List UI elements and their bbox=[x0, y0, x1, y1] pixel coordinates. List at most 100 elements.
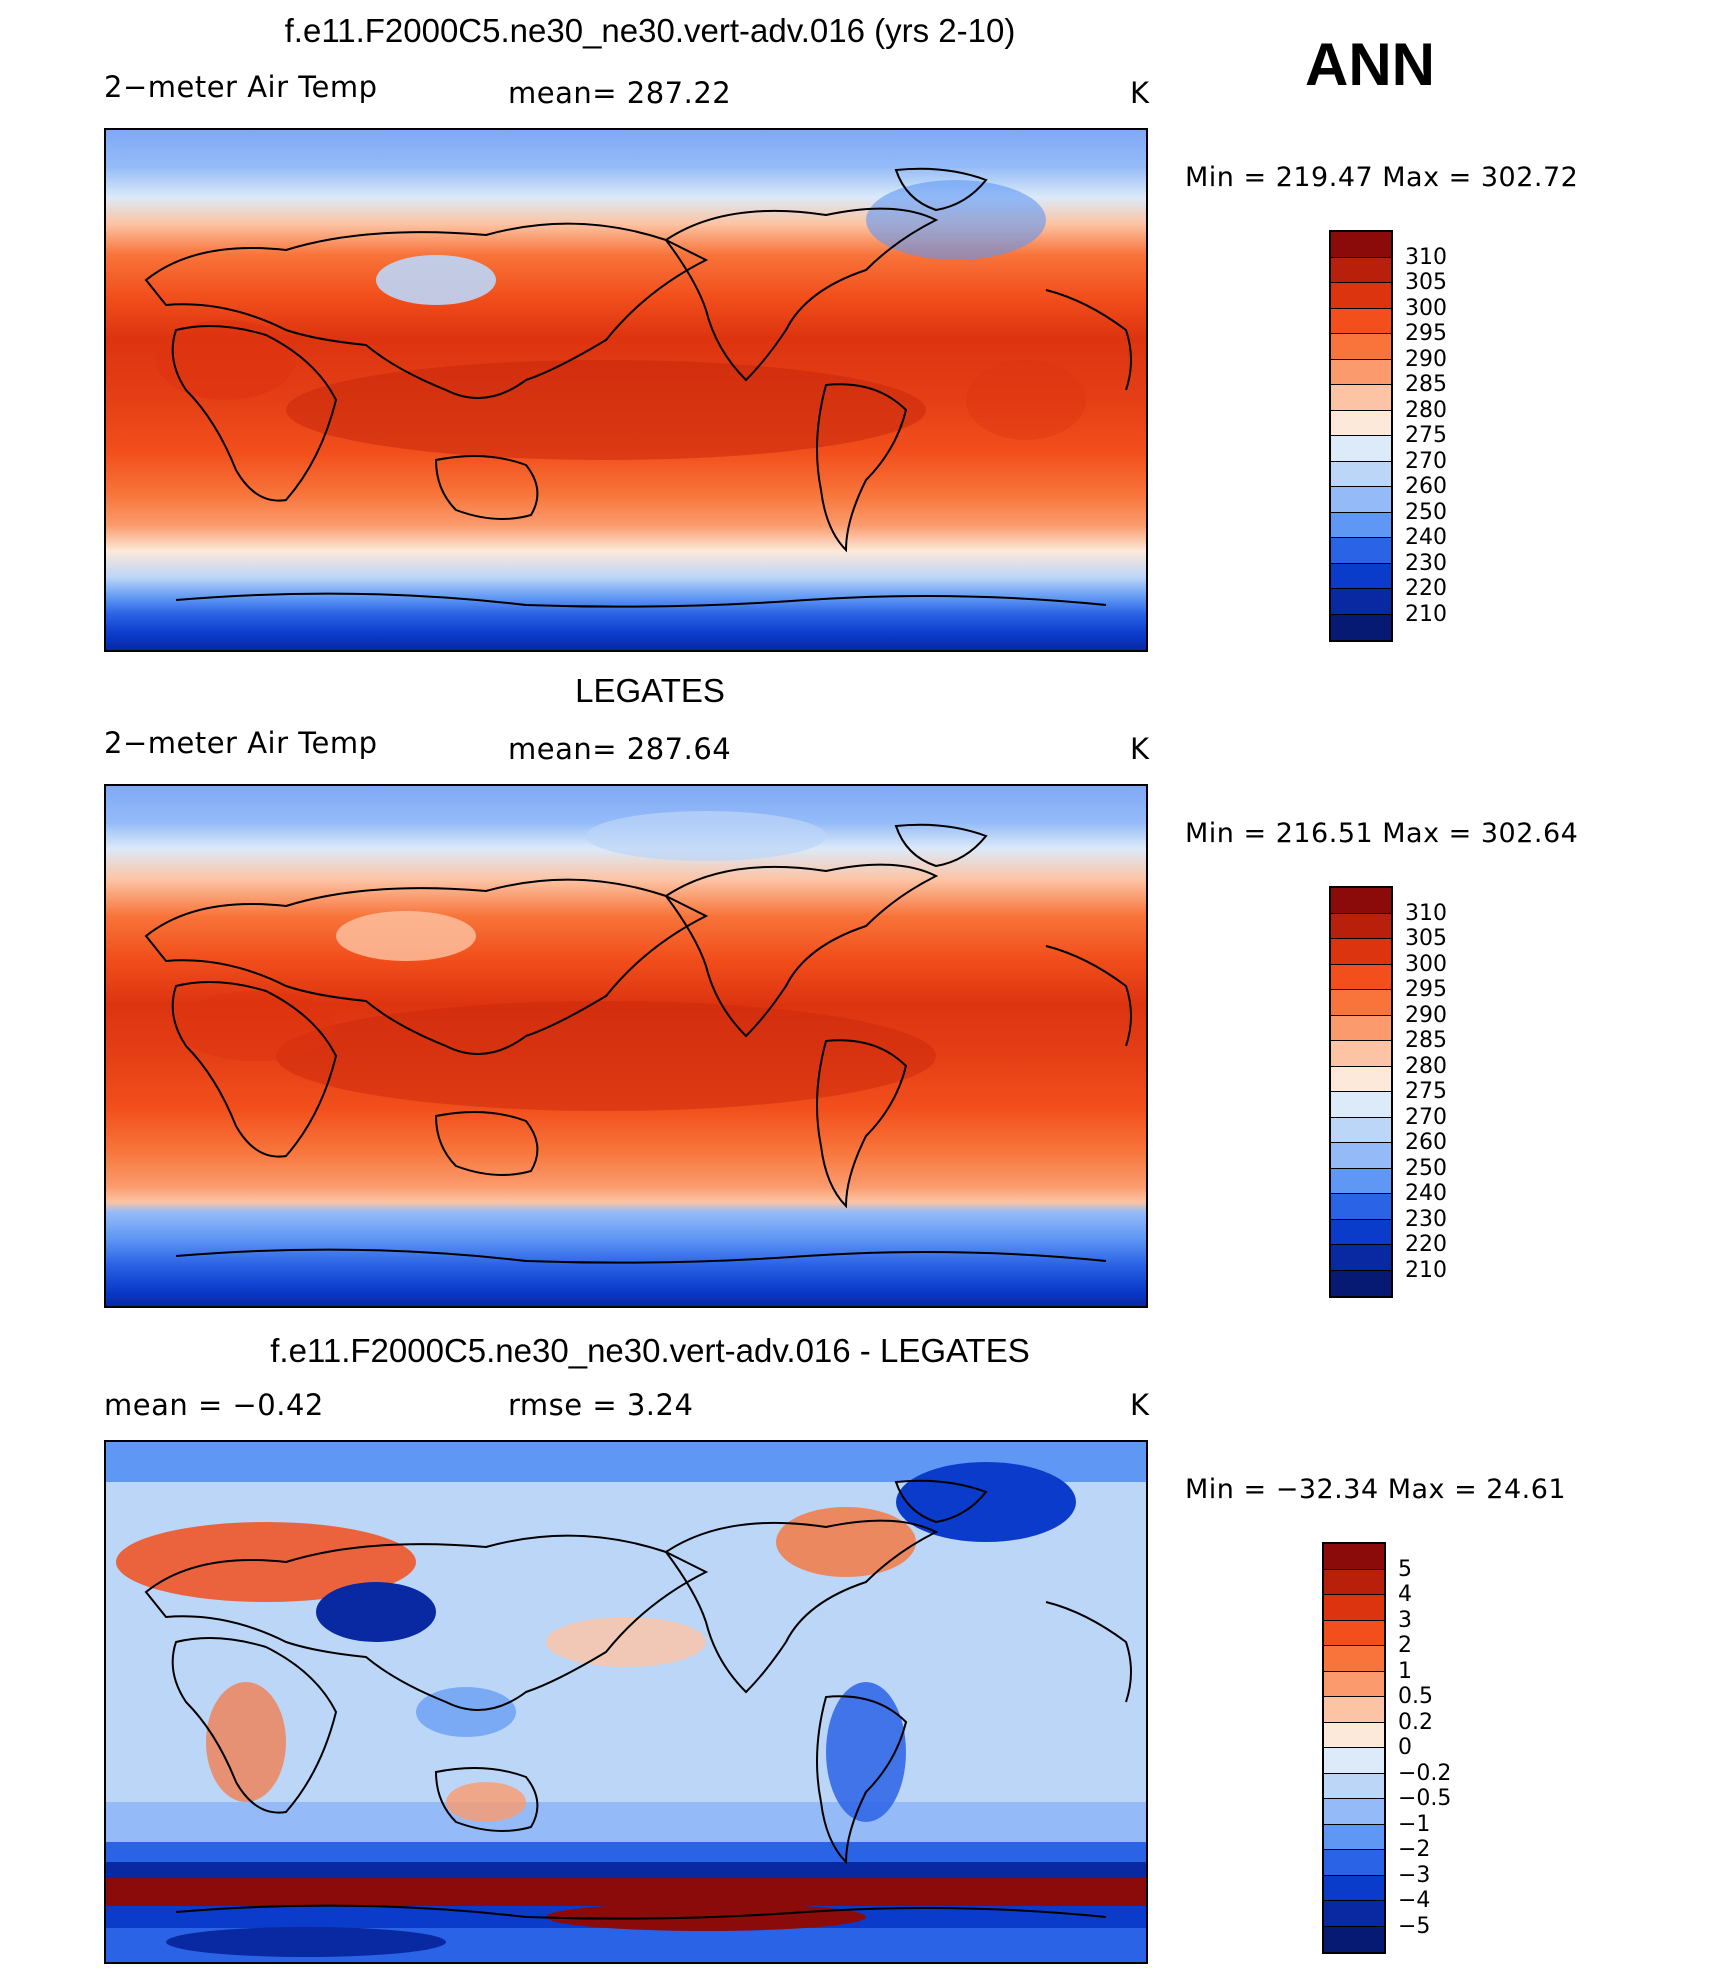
colorbar-tick-label: 310 bbox=[1405, 900, 1447, 926]
panel-1-units: K bbox=[1130, 76, 1150, 110]
panel-2-map bbox=[104, 784, 1148, 1308]
colorbar-segment bbox=[1324, 1901, 1384, 1927]
colorbar-tick-label: 305 bbox=[1405, 926, 1447, 951]
colorbar-segment bbox=[1331, 1092, 1391, 1118]
colorbar-tick-label: 2 bbox=[1398, 1633, 1412, 1658]
colorbar-tick-label: 220 bbox=[1405, 576, 1447, 601]
colorbar-tick-label: −0.5 bbox=[1398, 1786, 1452, 1811]
colorbar-segment bbox=[1324, 1697, 1384, 1723]
colorbar-segment bbox=[1331, 283, 1391, 309]
panel-1-colorbar bbox=[1329, 230, 1393, 642]
panel-3-title: f.e11.F2000C5.ne30_ne30.vert-adv.016 - L… bbox=[270, 1332, 1030, 1369]
panel-3-mean-label: mean = −0.42 bbox=[104, 1388, 324, 1422]
colorbar-tick-label: −2 bbox=[1398, 1837, 1431, 1862]
colorbar-segment bbox=[1331, 1066, 1391, 1092]
colorbar-tick-label: 220 bbox=[1405, 1232, 1447, 1257]
colorbar-tick-label: 305 bbox=[1405, 270, 1447, 295]
colorbar-tick-label: 230 bbox=[1405, 1206, 1447, 1232]
colorbar-segment bbox=[1324, 1875, 1384, 1901]
panel-2-title: LEGATES bbox=[575, 672, 725, 709]
panel-1-variable-label: 2−meter Air Temp bbox=[104, 70, 378, 104]
colorbar-tick-label: 210 bbox=[1405, 601, 1447, 627]
colorbar-segment bbox=[1324, 1722, 1384, 1748]
colorbar-segment bbox=[1331, 538, 1391, 564]
panel-2-colorbar bbox=[1329, 886, 1393, 1298]
colorbar-tick-label: 280 bbox=[1405, 397, 1447, 423]
colorbar-segment bbox=[1331, 436, 1391, 462]
panel-1-mean-label: mean= 287.22 bbox=[508, 76, 732, 110]
colorbar-segment bbox=[1331, 614, 1391, 640]
colorbar-segment bbox=[1324, 1748, 1384, 1774]
colorbar-segment bbox=[1331, 990, 1391, 1016]
panel-3-difference-field bbox=[106, 1442, 1146, 1962]
colorbar-segment bbox=[1331, 1245, 1391, 1271]
colorbar-segment bbox=[1331, 359, 1391, 385]
colorbar-segment bbox=[1324, 1620, 1384, 1646]
colorbar-tick-label: 295 bbox=[1405, 321, 1447, 346]
colorbar-segment bbox=[1324, 1850, 1384, 1876]
panel-3-colorbar bbox=[1322, 1542, 1386, 1954]
panel-1-temperature-field bbox=[106, 130, 1146, 650]
colorbar-segment bbox=[1331, 1117, 1391, 1143]
colorbar-segment bbox=[1331, 964, 1391, 990]
panel-1-title: f.e11.F2000C5.ne30_ne30.vert-adv.016 (yr… bbox=[284, 12, 1016, 49]
colorbar-tick-label: 275 bbox=[1405, 423, 1447, 448]
colorbar-tick-label: 0 bbox=[1398, 1735, 1412, 1760]
colorbar-tick-label: −5 bbox=[1398, 1913, 1431, 1939]
panel-3-map bbox=[104, 1440, 1148, 1964]
colorbar-tick-label: 3 bbox=[1398, 1607, 1412, 1633]
colorbar-segment bbox=[1324, 1824, 1384, 1850]
colorbar-segment bbox=[1331, 1219, 1391, 1245]
colorbar-tick-label: 250 bbox=[1405, 1155, 1447, 1181]
colorbar-segment bbox=[1331, 487, 1391, 513]
colorbar-segment bbox=[1331, 1194, 1391, 1220]
colorbar-tick-label: 285 bbox=[1405, 1028, 1447, 1053]
colorbar-tick-label: 295 bbox=[1405, 977, 1447, 1002]
panel-2-mean-label: mean= 287.64 bbox=[508, 732, 732, 766]
colorbar-segment bbox=[1331, 410, 1391, 436]
colorbar-segment bbox=[1331, 512, 1391, 538]
colorbar-segment bbox=[1324, 1569, 1384, 1595]
colorbar-segment bbox=[1324, 1544, 1384, 1570]
panel-3-rmse-label: rmse = 3.24 bbox=[508, 1388, 694, 1422]
colorbar-tick-label: 240 bbox=[1405, 525, 1447, 550]
colorbar-tick-label: 275 bbox=[1405, 1079, 1447, 1104]
colorbar-tick-label: 280 bbox=[1405, 1053, 1447, 1079]
colorbar-segment bbox=[1331, 589, 1391, 615]
panel-1-min-max: Min = 219.47 Max = 302.72 bbox=[1185, 162, 1579, 193]
colorbar-tick-label: 260 bbox=[1405, 474, 1447, 499]
season-label: ANN bbox=[1305, 31, 1435, 98]
colorbar-segment bbox=[1331, 1041, 1391, 1067]
colorbar-segment bbox=[1331, 1168, 1391, 1194]
colorbar-tick-label: −1 bbox=[1398, 1811, 1431, 1837]
panel-3-units: K bbox=[1130, 1388, 1150, 1422]
colorbar-segment bbox=[1331, 939, 1391, 965]
panel-2-temperature-field bbox=[106, 786, 1146, 1306]
colorbar-segment bbox=[1331, 563, 1391, 589]
colorbar-segment bbox=[1331, 1015, 1391, 1041]
colorbar-tick-label: 310 bbox=[1405, 244, 1447, 270]
colorbar-segment bbox=[1324, 1773, 1384, 1799]
colorbar-tick-label: 210 bbox=[1405, 1257, 1447, 1283]
colorbar-segment bbox=[1331, 888, 1391, 914]
colorbar-tick-label: 240 bbox=[1405, 1181, 1447, 1206]
colorbar-segment bbox=[1331, 308, 1391, 334]
colorbar-segment bbox=[1331, 1143, 1391, 1169]
colorbar-segment bbox=[1331, 232, 1391, 258]
colorbar-tick-label: 300 bbox=[1405, 295, 1447, 321]
colorbar-segment bbox=[1331, 461, 1391, 487]
colorbar-tick-label: 5 bbox=[1398, 1556, 1412, 1582]
panel-2-min-max: Min = 216.51 Max = 302.64 bbox=[1185, 818, 1579, 849]
colorbar-tick-label: 0.2 bbox=[1398, 1709, 1433, 1735]
colorbar-tick-label: 300 bbox=[1405, 951, 1447, 977]
colorbar-tick-label: 4 bbox=[1398, 1582, 1412, 1607]
colorbar-tick-label: 230 bbox=[1405, 550, 1447, 576]
colorbar-segment bbox=[1331, 1270, 1391, 1296]
colorbar-tick-label: −3 bbox=[1398, 1862, 1431, 1888]
panel-3-min-max: Min = −32.34 Max = 24.61 bbox=[1185, 1474, 1567, 1505]
colorbar-segment bbox=[1331, 385, 1391, 411]
colorbar-tick-label: −0.2 bbox=[1398, 1760, 1452, 1786]
colorbar-segment bbox=[1324, 1799, 1384, 1825]
colorbar-segment bbox=[1324, 1646, 1384, 1672]
colorbar-segment bbox=[1324, 1671, 1384, 1697]
